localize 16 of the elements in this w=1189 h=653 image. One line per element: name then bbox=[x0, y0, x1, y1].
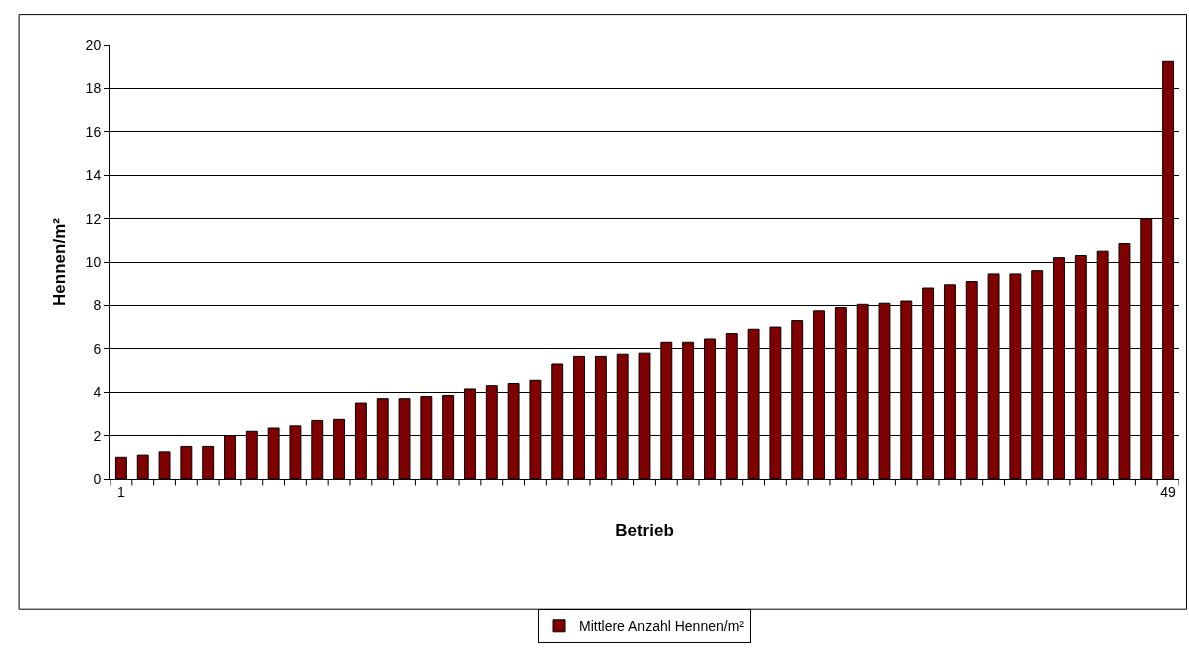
y-tick-label: 6 bbox=[93, 340, 102, 357]
y-tick-label: 2 bbox=[93, 427, 102, 444]
y-tick-label: 4 bbox=[93, 384, 102, 401]
y-axis-title: Hennen/m² bbox=[50, 217, 70, 306]
x-tick-label: 1 bbox=[117, 483, 126, 500]
y-tick-label: 8 bbox=[93, 297, 102, 314]
y-tick-label: 18 bbox=[85, 80, 102, 97]
y-tick-label: 14 bbox=[85, 167, 102, 184]
y-tick-label: 0 bbox=[93, 470, 102, 487]
x-axis-title: Betrieb bbox=[615, 521, 674, 541]
y-tick-label: 10 bbox=[85, 253, 102, 270]
y-tick-label: 20 bbox=[85, 36, 102, 53]
y-tick-label: 16 bbox=[85, 123, 102, 140]
x-tick-label: 49 bbox=[1160, 483, 1177, 500]
y-tick-label: 12 bbox=[85, 210, 102, 227]
legend-label: Mittlere Anzahl Hennen/m² bbox=[579, 618, 745, 635]
